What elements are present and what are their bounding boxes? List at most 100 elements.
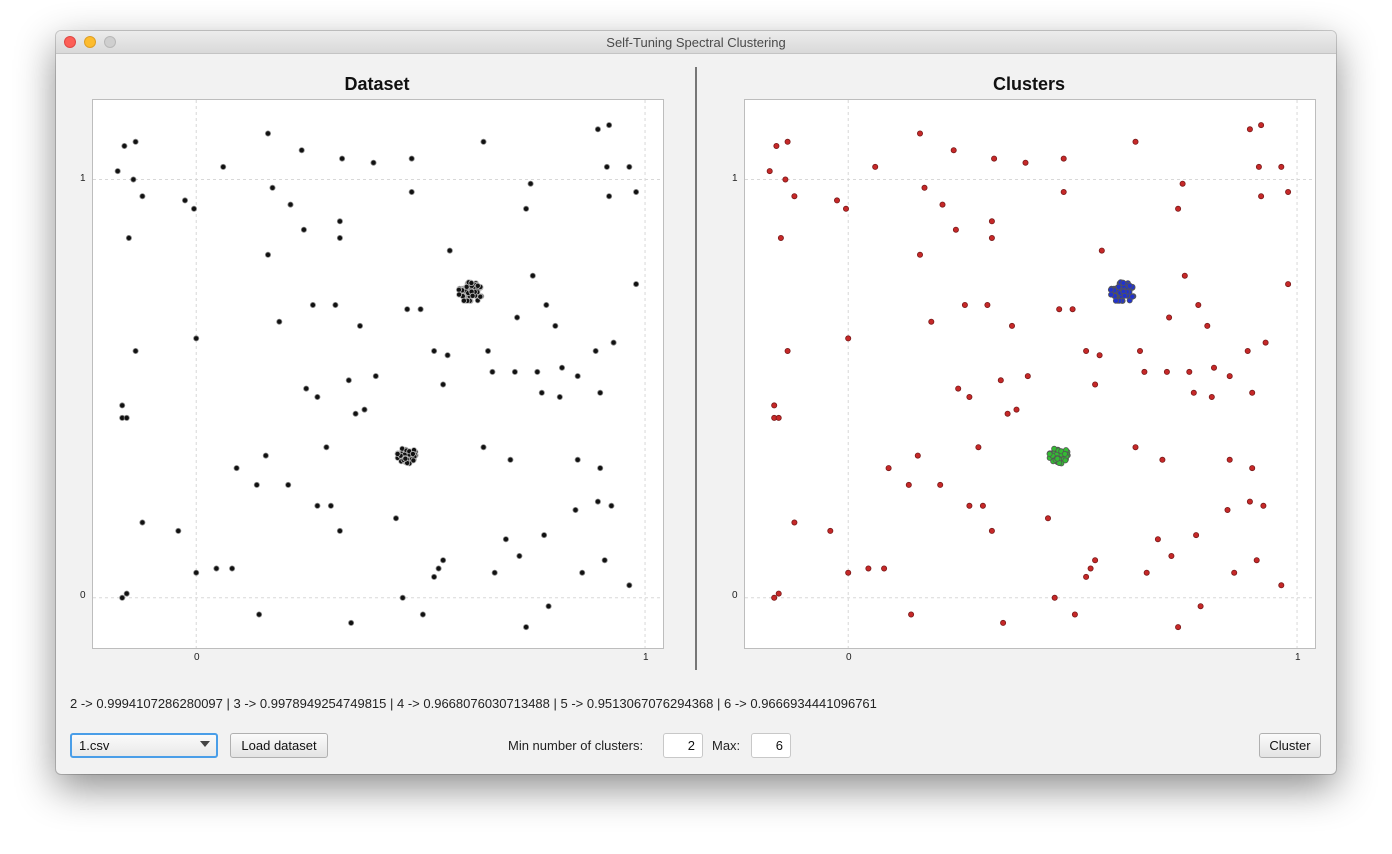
- cluster-noise-point: [1255, 163, 1262, 170]
- cluster-noise-point: [984, 301, 991, 308]
- dataset-point: [132, 138, 139, 145]
- dataset-ytick-1: 1: [80, 173, 86, 184]
- dataset-point: [336, 527, 343, 534]
- dataset-point: [435, 565, 442, 572]
- cluster-noise-point: [950, 147, 957, 154]
- dataset-point: [556, 393, 563, 400]
- cluster-noise-point: [1060, 155, 1067, 162]
- dataset-point: [446, 247, 453, 254]
- dataset-point: [327, 502, 334, 509]
- cluster-noise-point: [979, 502, 986, 509]
- cluster-noise-point: [988, 527, 995, 534]
- cluster-noise-point: [1092, 381, 1099, 388]
- cluster-noise-point: [1285, 189, 1292, 196]
- dataset-point: [408, 189, 415, 196]
- title-bar: Self-Tuning Spectral Clustering: [56, 31, 1336, 54]
- cluster-noise-point: [1143, 569, 1150, 576]
- clusters-chart-title: Clusters: [992, 74, 1066, 94]
- dataset-point: [130, 176, 137, 183]
- dataset-cluster-2-point: [394, 450, 401, 457]
- cluster-1-point: [1112, 297, 1119, 304]
- cluster-noise-point: [1258, 122, 1265, 129]
- cluster-noise-point: [966, 502, 973, 509]
- dataset-point: [608, 502, 615, 509]
- cluster-noise-point: [1132, 138, 1139, 145]
- cluster-button[interactable]: Cluster: [1259, 733, 1321, 758]
- min-clusters-input[interactable]: 2: [663, 733, 703, 758]
- dataset-point: [558, 364, 565, 371]
- dataset-point: [417, 306, 424, 313]
- dataset-point: [332, 301, 339, 308]
- cluster-noise-point: [1231, 569, 1238, 576]
- dataset-select-value: 1.csv: [79, 738, 110, 753]
- dataset-cluster-2-point: [402, 455, 409, 462]
- cluster-noise-point: [952, 226, 959, 233]
- cluster-scores-text: 2 -> 0.9994107286280097 | 3 -> 0.9978949…: [70, 696, 877, 711]
- zoom-button[interactable]: [104, 36, 116, 48]
- cluster-noise-point: [1132, 444, 1139, 451]
- dataset-cluster-1-point: [469, 292, 476, 299]
- clusters-scatter-plot: [744, 99, 1316, 649]
- cluster-noise-point: [975, 444, 982, 451]
- cluster-noise-point: [1210, 364, 1217, 371]
- dataset-point: [527, 180, 534, 187]
- cluster-1-point: [1108, 291, 1115, 298]
- cluster-noise-point: [928, 318, 935, 325]
- cluster-1-point: [1126, 282, 1133, 289]
- cluster-noise-point: [1262, 339, 1269, 346]
- clusters-xtick-1: 1: [1295, 652, 1301, 663]
- dataset-point: [574, 373, 581, 380]
- cluster-noise-point: [921, 184, 928, 191]
- dataset-point: [399, 594, 406, 601]
- cluster-noise-point: [1083, 573, 1090, 580]
- dataset-point: [132, 347, 139, 354]
- cluster-noise-point: [881, 565, 888, 572]
- cluster-noise-point: [1208, 393, 1215, 400]
- dataset-point: [300, 226, 307, 233]
- load-dataset-button[interactable]: Load dataset: [230, 733, 328, 758]
- cluster-noise-point: [1204, 322, 1211, 329]
- dataset-point: [314, 393, 321, 400]
- cluster-noise-point: [1098, 247, 1105, 254]
- cluster-noise-point: [1175, 624, 1182, 631]
- dataset-point: [285, 481, 292, 488]
- close-button[interactable]: [64, 36, 76, 48]
- cluster-noise-point: [1278, 163, 1285, 170]
- cluster-noise-point: [1069, 306, 1076, 313]
- cluster-noise-point: [1249, 389, 1256, 396]
- cluster-noise-point: [771, 594, 778, 601]
- cluster-noise-point: [845, 335, 852, 342]
- cluster-noise-point: [791, 193, 798, 200]
- dataset-point: [336, 234, 343, 241]
- cluster-noise-point: [872, 163, 879, 170]
- cluster-1-point: [1120, 279, 1127, 286]
- cluster-noise-point: [845, 569, 852, 576]
- clusters-ytick-1: 1: [732, 173, 738, 184]
- dataset-point: [139, 519, 146, 526]
- cluster-noise-point: [937, 481, 944, 488]
- dataset-point: [370, 159, 377, 166]
- dataset-select[interactable]: 1.csv: [70, 733, 218, 758]
- dataset-point: [356, 322, 363, 329]
- cluster-2-point: [1061, 450, 1068, 457]
- cluster-noise-point: [1051, 594, 1058, 601]
- dataset-point: [348, 619, 355, 626]
- dataset-point: [626, 582, 633, 589]
- cluster-noise-point: [1278, 582, 1285, 589]
- dataset-point: [119, 594, 126, 601]
- dataset-point: [336, 218, 343, 225]
- minimize-button[interactable]: [84, 36, 96, 48]
- dataset-point: [114, 168, 121, 175]
- dataset-point: [606, 122, 613, 129]
- cluster-noise-point: [1159, 456, 1166, 463]
- dataset-point: [592, 347, 599, 354]
- max-clusters-input[interactable]: 6: [751, 733, 791, 758]
- cluster-noise-point: [1060, 189, 1067, 196]
- dataset-point: [323, 444, 330, 451]
- cluster-noise-point: [865, 565, 872, 572]
- cluster-noise-point: [1004, 410, 1011, 417]
- dataset-point: [191, 205, 198, 212]
- cluster-noise-point: [916, 251, 923, 258]
- cluster-noise-point: [1013, 406, 1020, 413]
- cluster-noise-point: [1260, 502, 1267, 509]
